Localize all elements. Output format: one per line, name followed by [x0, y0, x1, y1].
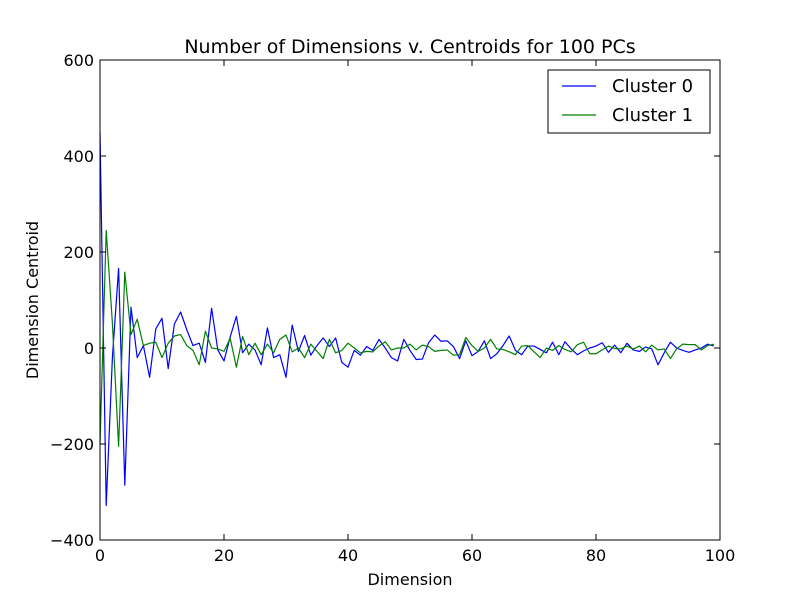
chart-title: Number of Dimensions v. Centroids for 10… [184, 36, 635, 58]
y-tick-label: 400 [63, 147, 94, 166]
x-tick-label: 100 [705, 546, 736, 565]
plot-frame [99, 59, 721, 541]
legend: Cluster 0 Cluster 1 [547, 69, 711, 134]
y-tick-label: 200 [63, 243, 94, 262]
y-tick-label: 0 [84, 339, 94, 358]
y-tick-label: 600 [63, 51, 94, 70]
legend-box [547, 69, 711, 134]
y-axis-label: Dimension Centroid [23, 221, 42, 379]
x-axis-label: Dimension [367, 570, 452, 589]
series-line-cluster-0 [100, 131, 714, 507]
y-tick-label: −400 [50, 531, 94, 550]
ticks-layer: 0 20 40 60 80 100 −400 −200 0 200 400 600 [50, 51, 735, 565]
series-line-cluster-1 [100, 229, 714, 447]
x-tick-label: 60 [462, 546, 482, 565]
x-tick-label: 0 [95, 546, 105, 565]
y-tick-label: −200 [50, 435, 94, 454]
legend-label-cluster-0: Cluster 0 [612, 76, 693, 97]
series-layer [100, 131, 714, 507]
x-tick-label: 80 [586, 546, 606, 565]
legend-label-cluster-1: Cluster 1 [612, 105, 693, 126]
x-tick-label: 40 [338, 546, 358, 565]
x-tick-label: 20 [214, 546, 234, 565]
